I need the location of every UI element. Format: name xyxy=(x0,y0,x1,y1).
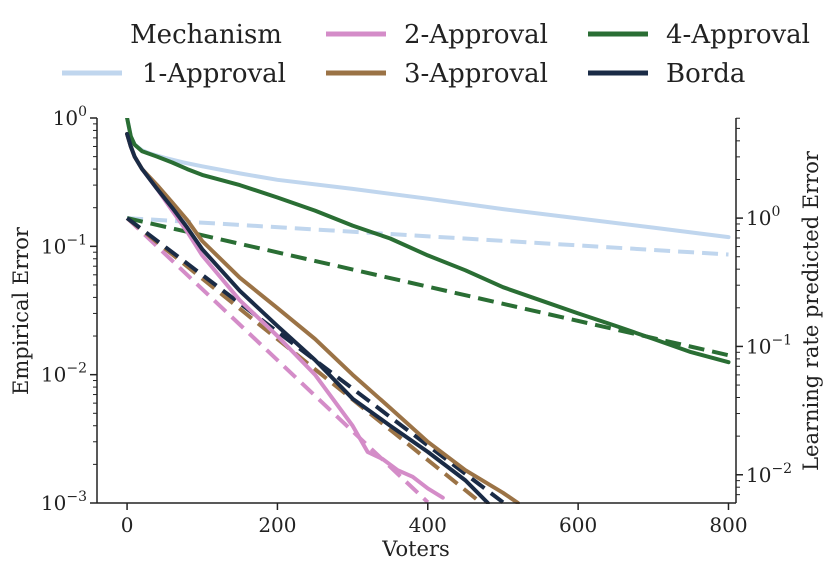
y2-tick-label: 100 xyxy=(746,204,780,230)
legend: Mechanism 1-Approval 2-Approval 3-Approv… xyxy=(62,20,810,89)
x-axis-title: Voters xyxy=(381,537,450,561)
y-ticks-right: 100 10−1 10−2 xyxy=(736,117,792,496)
y2-tick-label: 10−1 xyxy=(746,332,792,358)
legend-title: Mechanism xyxy=(130,20,282,50)
y-tick-label: 100 xyxy=(53,104,87,130)
y-tick-label: 10−2 xyxy=(41,361,87,387)
y-tick-label: 10−3 xyxy=(41,489,87,515)
legend-label-4-approval: 4-Approval xyxy=(666,20,810,50)
predicted-line-3-approval xyxy=(125,216,482,504)
empirical-line-4-approval xyxy=(125,118,731,365)
y-ticks-left: 100 10−1 10−2 10−3 xyxy=(41,104,97,515)
x-tick-label: 800 xyxy=(709,513,747,537)
empirical-line-borda xyxy=(125,132,490,504)
y-axis-title-right: Learning rate predicted Error xyxy=(799,150,823,471)
legend-label-2-approval: 2-Approval xyxy=(404,20,548,50)
y2-tick-label: 10−2 xyxy=(746,461,792,487)
y-axis-title-left: Empirical Error xyxy=(9,226,33,395)
x-tick-label: 0 xyxy=(121,513,134,537)
x-tick-label: 200 xyxy=(258,513,296,537)
legend-label-3-approval: 3-Approval xyxy=(404,59,548,89)
y-tick-label: 10−1 xyxy=(41,232,87,258)
x-tick-label: 600 xyxy=(559,513,597,537)
predicted-series-layer xyxy=(125,216,729,504)
legend-label-1-approval: 1-Approval xyxy=(142,59,286,89)
legend-label-borda: Borda xyxy=(666,59,745,89)
empirical-line-3-approval xyxy=(125,132,520,504)
x-tick-label: 400 xyxy=(409,513,447,537)
predicted-line-1-approval xyxy=(126,216,729,257)
empirical-series-layer xyxy=(125,118,731,504)
x-ticks: 0 200 400 600 800 xyxy=(121,503,748,537)
predicted-line-borda xyxy=(125,216,505,504)
